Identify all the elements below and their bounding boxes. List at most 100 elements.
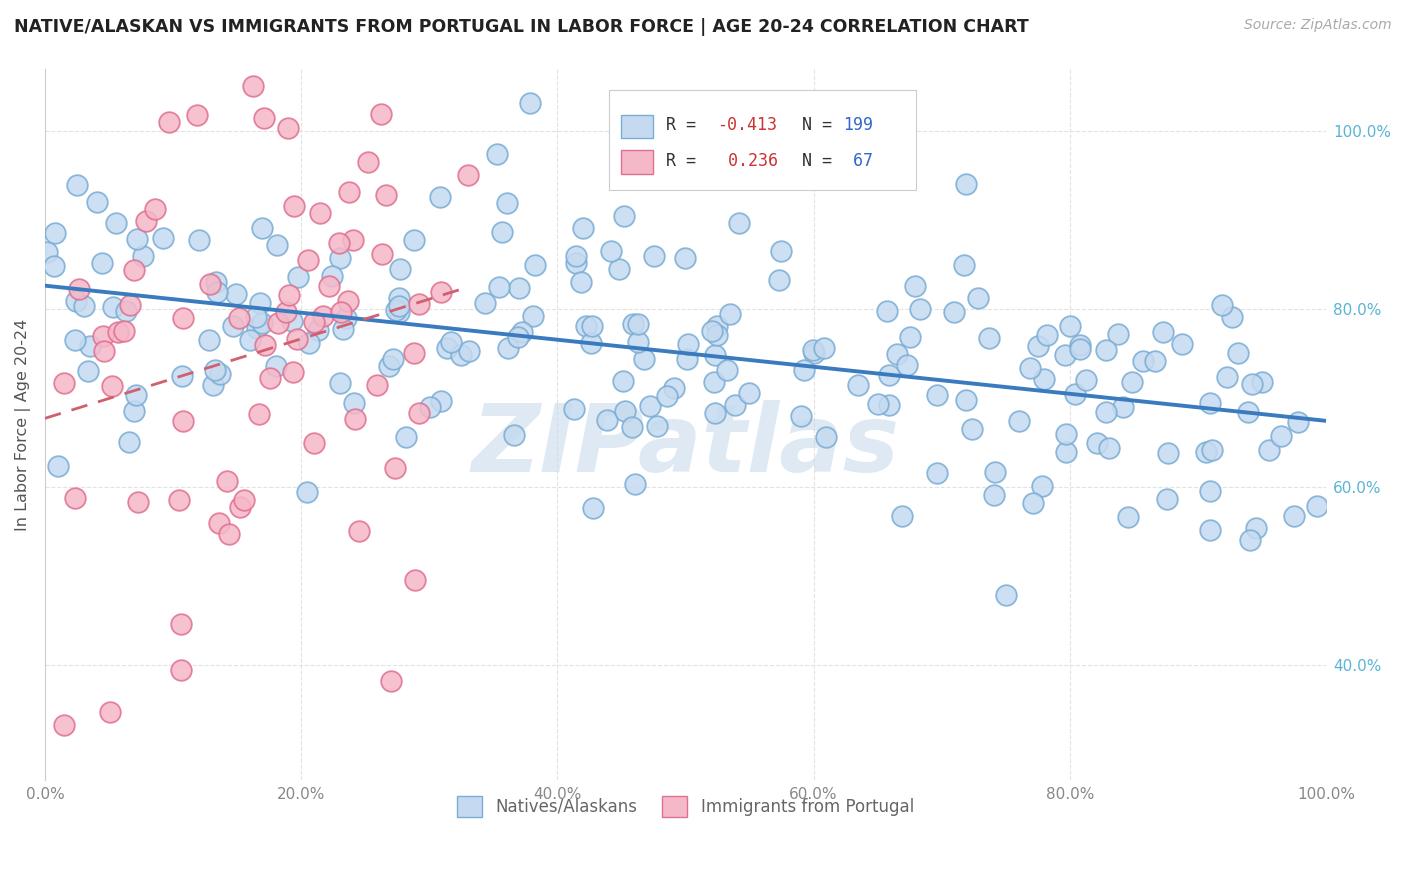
Point <box>186 108 208 122</box>
Point <box>1008 414 1031 428</box>
Point <box>1282 508 1305 523</box>
Point <box>118 435 141 450</box>
Point <box>1036 327 1059 342</box>
Point <box>328 235 350 250</box>
Point <box>204 276 226 290</box>
Point <box>952 258 974 272</box>
Point <box>706 327 728 342</box>
Point <box>302 435 325 450</box>
Point <box>718 307 741 321</box>
Point <box>112 324 135 338</box>
Point <box>250 220 273 235</box>
Point <box>229 500 252 515</box>
Point <box>582 500 605 515</box>
Point <box>519 95 541 110</box>
Point <box>384 461 406 475</box>
Point <box>908 301 931 316</box>
Point <box>1116 509 1139 524</box>
Point <box>624 477 647 491</box>
Point <box>201 377 224 392</box>
Point <box>283 365 305 379</box>
Point <box>127 495 149 509</box>
Point <box>866 397 889 411</box>
Point <box>575 319 598 334</box>
Point <box>508 329 530 343</box>
Point <box>879 398 901 412</box>
Point <box>170 616 193 631</box>
Point <box>93 344 115 359</box>
Point <box>1121 375 1143 389</box>
Point <box>277 121 299 136</box>
Point <box>1244 521 1267 535</box>
Point <box>98 705 121 719</box>
Point <box>42 259 65 273</box>
Point <box>803 343 825 357</box>
Point <box>276 304 298 318</box>
Point <box>297 484 319 499</box>
Point <box>1022 495 1045 509</box>
Point <box>259 371 281 385</box>
Point <box>170 663 193 677</box>
Point <box>896 358 918 372</box>
Point <box>436 342 458 356</box>
Point <box>955 393 977 408</box>
Point <box>172 414 194 428</box>
Point <box>984 465 1007 479</box>
Point <box>703 375 725 389</box>
Bar <box>621 115 654 138</box>
Point <box>302 315 325 329</box>
Point <box>891 509 914 524</box>
Point <box>298 335 321 350</box>
Point <box>607 262 630 277</box>
Point <box>380 674 402 689</box>
Text: NATIVE/ALASKAN VS IMMIGRANTS FROM PORTUGAL IN LABOR FORCE | AGE 20-24 CORRELATIO: NATIVE/ALASKAN VS IMMIGRANTS FROM PORTUG… <box>14 18 1029 36</box>
Point <box>814 430 837 444</box>
Point <box>222 319 245 334</box>
Point <box>657 388 679 402</box>
Point <box>429 190 451 204</box>
Point <box>522 309 544 323</box>
Point <box>458 343 481 358</box>
Point <box>1026 339 1049 353</box>
Point <box>388 299 411 313</box>
Point <box>595 413 617 427</box>
Point <box>627 317 650 331</box>
Point <box>488 280 510 294</box>
Point <box>77 364 100 378</box>
Point <box>1195 445 1218 459</box>
Point <box>125 387 148 401</box>
Text: 199: 199 <box>844 117 873 135</box>
Point <box>242 79 264 94</box>
Point <box>523 258 546 272</box>
Point <box>886 347 908 361</box>
Point <box>1063 387 1085 401</box>
Bar <box>609 90 917 189</box>
Point <box>430 285 453 299</box>
Text: R =: R = <box>666 152 706 170</box>
Point <box>157 115 180 129</box>
Point <box>1286 416 1309 430</box>
Point <box>378 359 401 373</box>
Point <box>1069 342 1091 356</box>
Point <box>347 524 370 539</box>
Point <box>277 287 299 301</box>
Point <box>581 336 603 351</box>
Point <box>1018 361 1040 376</box>
Text: 67: 67 <box>844 152 873 170</box>
Point <box>228 310 250 325</box>
Text: -0.413: -0.413 <box>717 117 778 135</box>
Point <box>1201 442 1223 457</box>
Point <box>614 404 637 418</box>
Point <box>1112 400 1135 414</box>
Point <box>318 279 340 293</box>
Point <box>737 166 759 180</box>
Point <box>332 322 354 336</box>
Point <box>266 316 288 330</box>
Point <box>52 376 75 390</box>
Point <box>457 168 479 182</box>
Point <box>264 359 287 374</box>
Point <box>233 493 256 508</box>
Point <box>66 178 89 192</box>
Point <box>287 269 309 284</box>
Point <box>419 401 441 415</box>
